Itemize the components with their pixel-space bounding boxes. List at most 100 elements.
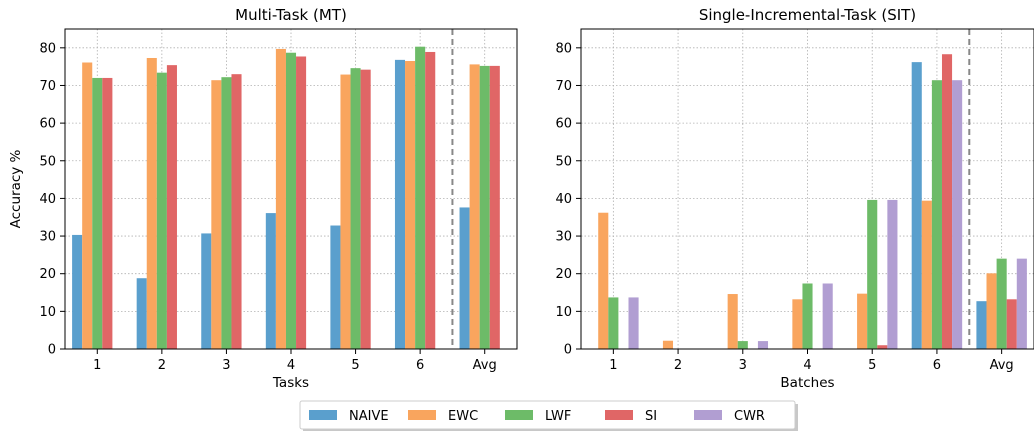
legend-label-naive: NAIVE [349,409,389,424]
x-ticks: 1 2 3 4 5 6 Avg [609,349,1014,373]
y-ticks: 0 10 20 30 40 50 60 70 80 [555,41,581,358]
bar-ewc-2 [146,57,157,350]
x-tick-label: 4 [287,358,295,373]
x-tick-label: 6 [933,358,941,373]
y-tick-label: 40 [555,192,572,207]
y-tick-label: 80 [39,41,56,56]
y-tick-label: 60 [555,117,572,132]
bar-si-1 [102,77,113,350]
legend-label-cwr: CWR [734,409,765,424]
bar-lwf-3 [221,77,232,349]
bar-lwf-6 [931,80,942,349]
legend-swatch-si [605,410,633,420]
x-tick-label: 3 [739,358,747,373]
bar-ewc-1 [598,212,609,349]
bar-lwf-3 [737,341,748,349]
x-tick-label: 1 [93,358,101,373]
chart-multi-task: 0 10 20 30 40 50 60 70 80 1 2 3 4 5 6 Avg Multi-Task (… [8,6,518,391]
bar-ewc-4 [792,299,803,349]
legend-swatch-naive [309,410,337,420]
bar-lwf-2 [156,72,167,349]
bar-ewc-4 [275,48,286,349]
x-tick-label: Avg [990,358,1014,373]
bar-lwf-1 [608,297,619,349]
bar-si-4 [296,56,307,349]
bar-naive-2 [136,278,147,349]
bar-cwr-3 [757,341,769,349]
bar-lwf-5 [867,199,878,349]
bar-lwf-4 [802,283,813,349]
chart-title: Multi-Task (MT) [235,6,347,24]
bar-naive-avg [459,207,470,349]
bar-ewc-avg [986,273,997,349]
y-tick-label: 0 [48,343,56,358]
legend-swatch-cwr [694,410,722,420]
bar-lwf-4 [285,52,297,349]
bar-ewc-5 [857,293,868,349]
y-tick-label: 60 [39,117,56,132]
legend-swatch-ewc [408,410,436,420]
bar-cwr-6 [952,80,963,349]
bar-si-2 [166,65,177,349]
y-tick-label: 0 [564,343,572,358]
bar-ewc-5 [340,74,351,349]
y-tick-label: 80 [555,41,572,56]
legend-label-ewc: EWC [448,409,478,424]
bar-lwf-avg [479,65,490,350]
y-tick-label: 70 [555,79,572,94]
bar-si-5 [360,69,371,350]
y-tick-label: 70 [39,79,56,94]
bar-lwf-6 [415,46,426,349]
bar-lwf-1 [92,77,103,350]
y-tick-label: 10 [39,305,56,320]
bar-ewc-6 [405,61,416,349]
legend-items: NAIVE EWC LWF SI CWR [309,409,765,424]
bar-naive-4 [265,213,276,349]
x-tick-label: 5 [868,358,876,373]
bar-si-5 [877,345,888,349]
y-tick-label: 30 [39,230,56,245]
bar-naive-6 [394,59,406,350]
x-axis-label: Batches [780,375,834,391]
bar-ewc-6 [921,200,932,349]
bar-naive-6 [911,62,922,349]
bar-naive-3 [201,233,212,349]
bar-lwf-avg [996,258,1007,349]
y-ticks: 0 10 20 30 40 50 60 70 80 [39,41,65,358]
bar-ewc-avg [469,64,480,349]
y-tick-label: 40 [39,192,56,207]
bar-naive-5 [330,225,341,349]
legend-box [299,400,796,430]
bar-si-6 [425,51,436,349]
bars [598,54,1027,349]
x-ticks: 1 2 3 4 5 6 Avg [93,349,497,373]
bar-ewc-3 [727,294,738,349]
bar-cwr-5 [887,199,898,349]
legend-label-si: SI [645,409,657,424]
bar-cwr-1 [628,297,639,349]
y-tick-label: 50 [39,154,56,169]
bar-naive-1 [72,234,83,349]
bar-ewc-3 [211,80,222,349]
x-tick-label: 2 [158,358,166,373]
y-tick-label: 10 [555,305,572,320]
x-tick-label: 2 [674,358,682,373]
bar-cwr-4 [822,283,833,349]
y-tick-label: 20 [555,267,572,282]
x-axis-label: Tasks [272,375,309,391]
bar-si-3 [231,74,242,350]
x-tick-label: 6 [416,358,424,373]
y-tick-label: 20 [39,267,56,282]
y-tick-label: 50 [555,154,572,169]
y-tick-label: 30 [555,230,572,245]
bar-cwr-avg [1016,258,1027,349]
x-tick-label: Avg [473,358,497,373]
bar-lwf-5 [350,68,361,349]
bar-si-6 [941,54,953,349]
y-axis-label: Accuracy % [8,149,24,228]
x-tick-label: 3 [222,358,230,373]
legend: NAIVE EWC LWF SI CWR [299,400,798,431]
chart-title: Single-Incremental-Task (SIT) [699,6,916,24]
bar-ewc-1 [82,62,93,349]
